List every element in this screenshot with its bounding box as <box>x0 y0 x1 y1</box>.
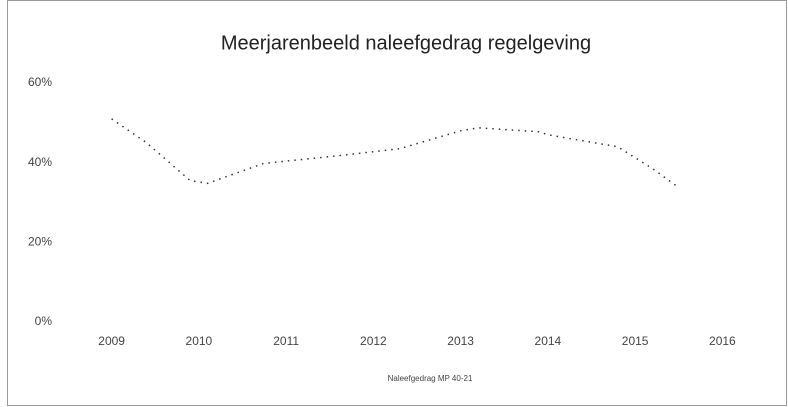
x-tick-label: 2009 <box>98 334 125 348</box>
chart-frame <box>7 0 787 406</box>
chart-title: Meerjarenbeeld naleefgedrag regelgeving <box>221 32 591 54</box>
x-tick-label: 2010 <box>186 334 213 348</box>
x-tick-label: 2015 <box>622 334 649 348</box>
legend-label: Naleefgedrag MP 40-21 <box>388 374 473 383</box>
y-tick-label: 40% <box>28 155 52 169</box>
x-tick-label: 2012 <box>360 334 387 348</box>
x-tick-label: 2011 <box>273 334 299 348</box>
data-line <box>111 118 680 189</box>
x-tick-label: 2013 <box>447 334 474 348</box>
y-tick-label: 0% <box>35 314 53 328</box>
y-tick-label: 60% <box>28 75 52 89</box>
y-tick-label: 20% <box>28 235 52 249</box>
x-tick-label: 2014 <box>535 334 562 348</box>
x-tick-label: 2016 <box>709 334 736 348</box>
